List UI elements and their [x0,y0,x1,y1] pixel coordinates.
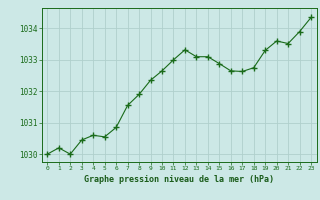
X-axis label: Graphe pression niveau de la mer (hPa): Graphe pression niveau de la mer (hPa) [84,175,274,184]
